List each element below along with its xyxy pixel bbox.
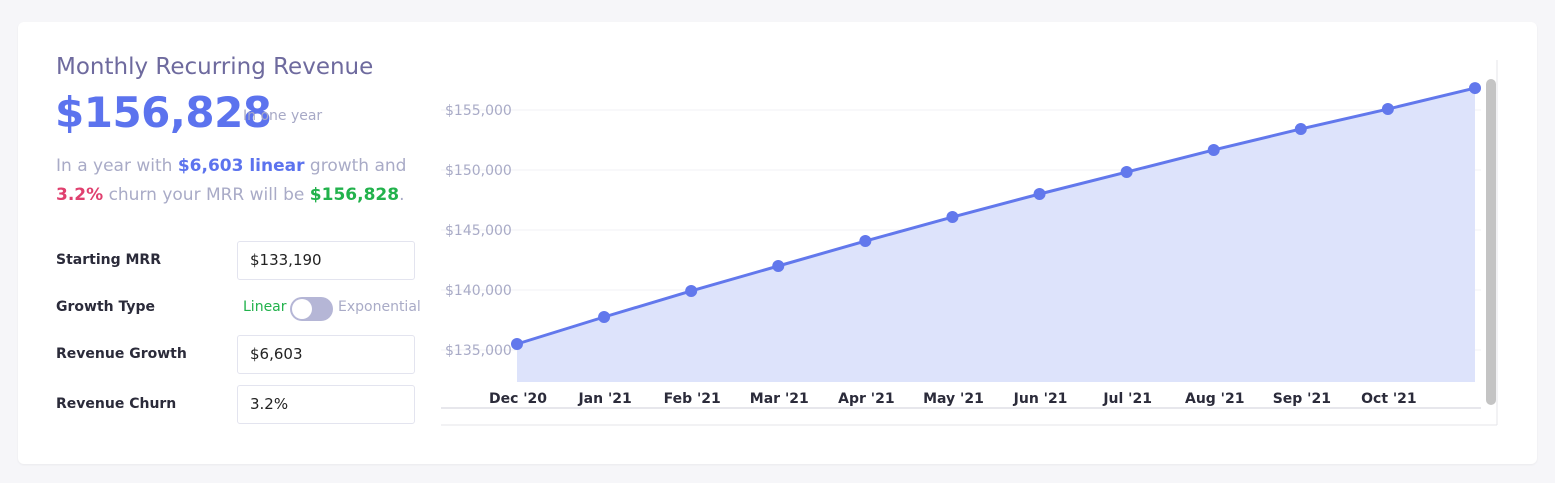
point	[511, 337, 523, 350]
churn: 3.2%	[56, 185, 104, 205]
point	[598, 310, 611, 323]
growth: $6,603 linear	[177, 156, 305, 176]
line	[516, 86, 1476, 346]
x-tick-label: Jan '21	[577, 391, 631, 407]
x-tick-label: Aug '21	[1185, 391, 1244, 407]
point	[1207, 143, 1220, 156]
x-tick-label: Mar '21	[750, 391, 809, 407]
input[interactable]: $6,603	[237, 335, 415, 374]
toggle-option[interactable]: Exponential	[338, 299, 421, 315]
result: $156,828	[309, 185, 400, 205]
summary: In a year with $6,603 linear growth and …	[56, 152, 416, 210]
y-tick-label: $135,000	[445, 343, 512, 359]
x-tick-label: May '21	[923, 391, 984, 407]
y-tick-label: $140,000	[445, 283, 512, 299]
toggle-option[interactable]: Linear	[243, 299, 287, 315]
y-tick-label: $150,000	[445, 163, 512, 179]
field-label: Growth Type	[56, 299, 156, 315]
x-tick-label: Sep '21	[1273, 391, 1331, 407]
point	[1033, 188, 1046, 201]
toggle-knob	[292, 299, 312, 319]
y-tick-label: $145,000	[445, 223, 512, 239]
field-label: Starting MRR	[56, 252, 161, 268]
mrr-value: $156,828	[55, 88, 272, 137]
field-label: Revenue Churn	[56, 396, 177, 412]
toggle[interactable]	[290, 297, 333, 321]
point	[772, 259, 785, 272]
text: .	[399, 185, 405, 205]
point	[1120, 166, 1133, 179]
field-label: Revenue Growth	[56, 346, 187, 362]
x-tick-label: Jul '21	[1102, 391, 1152, 407]
title: Monthly Recurring Revenue	[56, 54, 374, 80]
point	[859, 235, 872, 248]
y-tick-label: $155,000	[445, 103, 512, 119]
point	[685, 284, 698, 297]
scrollbar[interactable]	[1486, 79, 1496, 405]
text: growth and	[309, 156, 407, 176]
x-tick-label: Jun '21	[1013, 391, 1068, 407]
x-tick-label: Dec '20	[489, 391, 547, 407]
text: In a year with	[56, 156, 173, 176]
point	[1294, 122, 1307, 135]
mrr-note: In one year	[243, 108, 323, 124]
input[interactable]: $133,190	[237, 241, 415, 280]
chart: $135,000 $140,000 $145,000 $150,000 $155,000…	[441, 60, 1498, 426]
x-tick-label: Apr '21	[838, 391, 894, 407]
point	[1469, 82, 1481, 95]
input[interactable]: 3.2%	[237, 385, 415, 424]
area	[517, 88, 1475, 382]
x-tick-label: Feb '21	[664, 391, 721, 407]
point	[946, 211, 959, 224]
point	[1381, 103, 1394, 116]
x-tick-label: Oct '21	[1361, 391, 1417, 407]
text: churn your MRR will be	[108, 185, 305, 205]
